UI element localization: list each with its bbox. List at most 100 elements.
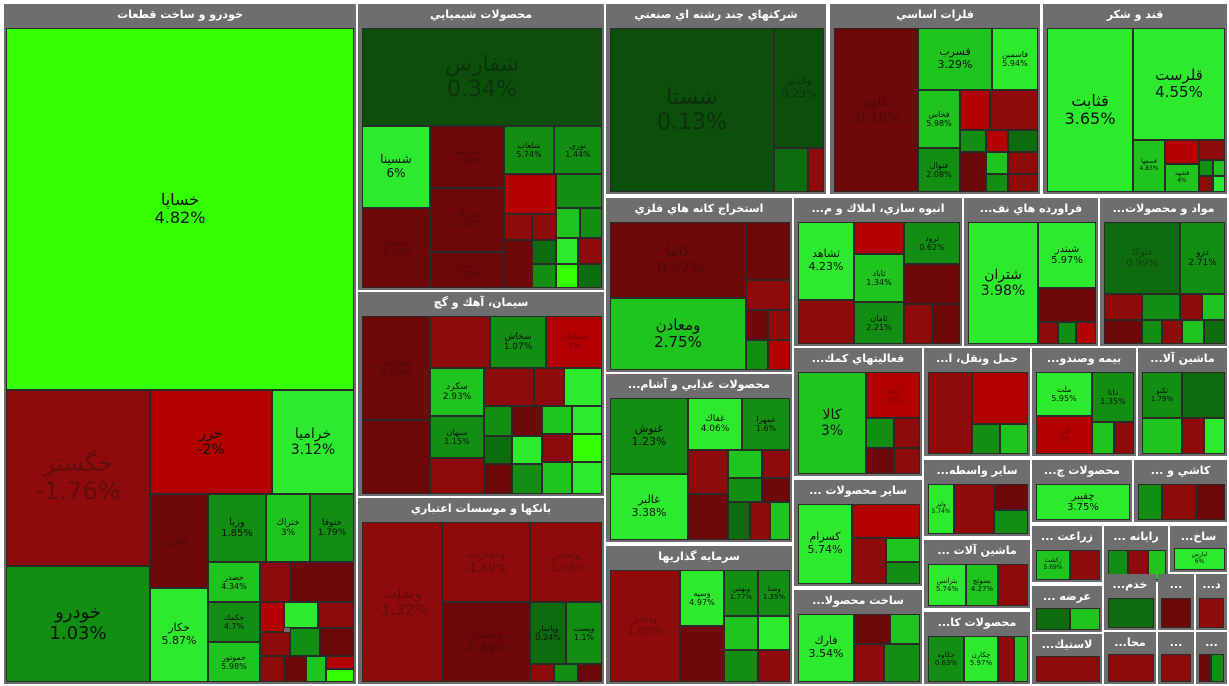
tile-small[interactable] xyxy=(1182,320,1204,344)
tile-small[interactable] xyxy=(728,450,762,478)
tile-sepahan[interactable]: سپاهان 3% xyxy=(546,316,602,368)
tile-small[interactable] xyxy=(928,372,972,454)
tile-small[interactable] xyxy=(852,504,920,538)
tile-small[interactable] xyxy=(362,420,430,494)
tile-small[interactable] xyxy=(998,564,1028,606)
tile-small[interactable] xyxy=(1070,550,1100,580)
tile-small[interactable] xyxy=(430,458,484,494)
tile-small[interactable] xyxy=(1161,598,1191,628)
tile-bswitch[interactable]: بسوئچ 4.27% xyxy=(966,564,998,606)
tile-small[interactable] xyxy=(770,502,790,540)
tile-fasmin[interactable]: فاسمين 5.94% xyxy=(992,28,1038,90)
tile-small[interactable] xyxy=(1108,598,1154,628)
tile-sfars[interactable]: سفارس 0.09% xyxy=(362,316,430,420)
tile-mellat[interactable]: ملت 5.95% xyxy=(1036,372,1092,416)
tile-small[interactable] xyxy=(1114,422,1134,454)
tile-ghaalbar[interactable]: غالبر 3.38% xyxy=(610,474,688,540)
tile-small[interactable] xyxy=(1213,160,1225,176)
tile-small[interactable] xyxy=(1008,174,1038,192)
tile-small[interactable] xyxy=(762,478,790,502)
tile-small[interactable] xyxy=(954,484,994,534)
tile-ghnoosh[interactable]: غنوش 1.23% xyxy=(610,398,688,474)
tile-small[interactable] xyxy=(1211,654,1224,682)
tile-small[interactable] xyxy=(556,264,578,288)
tile-khtrak[interactable]: ختراك 3% xyxy=(266,494,310,562)
tile-shasta[interactable]: شستا 0.13% xyxy=(610,28,774,192)
tile-small[interactable] xyxy=(1162,320,1182,344)
tile-ghlorest[interactable]: قلرست 4.55% xyxy=(1133,28,1225,140)
tile-kharamia[interactable]: خراميا 3.12% xyxy=(272,390,354,494)
tile-vpasar[interactable]: وپاسار 0.24% xyxy=(530,602,566,664)
tile-khsadr[interactable]: خصدر 4.34% xyxy=(208,562,260,602)
tile-small[interactable] xyxy=(866,448,894,474)
tile-small[interactable] xyxy=(1199,598,1224,628)
tile-sashahed[interactable]: ثشاهد 4.23% xyxy=(798,222,854,300)
tile-small[interactable] xyxy=(564,368,602,406)
tile-small[interactable] xyxy=(1148,550,1166,580)
tile-small[interactable] xyxy=(986,152,1008,174)
tile-khodro[interactable]: خودرو 1.03% xyxy=(6,566,150,682)
tile-small[interactable] xyxy=(986,174,1008,192)
tile-small[interactable] xyxy=(542,406,572,434)
tile-vpost[interactable]: وپست 1.1% xyxy=(566,602,602,664)
tile-small[interactable] xyxy=(854,222,904,254)
tile-small[interactable] xyxy=(532,264,556,288)
tile-small[interactable] xyxy=(1182,372,1225,418)
tile-small[interactable] xyxy=(1008,152,1038,174)
tile-small[interactable] xyxy=(904,264,960,304)
tile-kasram[interactable]: كسرام 5.74% xyxy=(798,504,852,584)
tile-small[interactable] xyxy=(512,464,542,494)
tile-kama[interactable]: كاما -0.47% xyxy=(610,222,746,298)
tile-ghmahra[interactable]: غمهرا 1.6% xyxy=(742,398,790,450)
tile-chaghaber[interactable]: چقيبر 3.75% xyxy=(1036,484,1130,520)
tile-small[interactable] xyxy=(1036,608,1070,630)
tile-vsana[interactable]: وصنا 1.35% xyxy=(758,570,790,616)
tile-noori[interactable]: نوري 1.44% xyxy=(554,126,602,174)
tile-small[interactable] xyxy=(580,208,602,238)
tile-khtoor[interactable]: ختور xyxy=(150,494,208,588)
tile-fnoval[interactable]: فنوال 2.08% xyxy=(918,148,960,192)
tile-small[interactable] xyxy=(758,650,790,682)
tile-small[interactable] xyxy=(986,130,1008,152)
tile-vbsader[interactable]: وبصادر -0.49% xyxy=(442,602,530,682)
tile-small[interactable] xyxy=(724,616,758,650)
tile-chkaran[interactable]: چكارن 5.97% xyxy=(964,636,998,682)
tile-small[interactable] xyxy=(750,502,770,540)
tile-ghasfha[interactable]: قصفها 4.83% xyxy=(1133,140,1165,192)
tile-small[interactable] xyxy=(890,614,920,644)
tile-small[interactable] xyxy=(1182,418,1204,454)
tile-small[interactable] xyxy=(260,656,284,682)
tile-small[interactable] xyxy=(932,304,960,344)
tile-small[interactable] xyxy=(290,628,320,656)
tile-shpadis[interactable]: شپديس -0.83% xyxy=(430,126,504,188)
tile-small[interactable] xyxy=(994,510,1028,534)
tile-dzo[interactable]: دزو 2.71% xyxy=(1180,222,1225,294)
tile-small[interactable] xyxy=(894,418,920,448)
tile-small[interactable] xyxy=(762,450,790,478)
tile-small[interactable] xyxy=(326,656,354,669)
tile-small[interactable] xyxy=(1070,608,1100,630)
tile-small[interactable] xyxy=(484,406,512,436)
tile-small[interactable] xyxy=(572,434,602,462)
tile-small[interactable] xyxy=(960,152,986,192)
tile-small[interactable] xyxy=(504,174,556,214)
tile-small[interactable] xyxy=(320,628,354,656)
tile-small[interactable] xyxy=(556,238,578,264)
tile-small[interactable] xyxy=(1104,320,1142,344)
tile-small[interactable] xyxy=(1161,654,1191,682)
tile-small[interactable] xyxy=(866,418,894,448)
tile-vbahman[interactable]: وبهمن 1.77% xyxy=(724,570,758,616)
tile-small[interactable] xyxy=(746,310,768,340)
tile-datoka[interactable]: دتوكا 0.99% xyxy=(1104,222,1180,294)
tile-khtooqa[interactable]: ختوقا 1.79% xyxy=(310,494,354,562)
tile-small[interactable] xyxy=(1196,484,1225,520)
tile-small[interactable] xyxy=(554,664,578,682)
tile-small[interactable] xyxy=(1199,654,1211,682)
tile-shbandar[interactable]: شبندر 5.97% xyxy=(1038,222,1096,288)
tile-small[interactable] xyxy=(260,562,290,602)
tile-shlaab[interactable]: شلعاب 5.74% xyxy=(504,126,554,174)
tile-dana[interactable]: دانا 1.35% xyxy=(1092,372,1134,422)
tile-small[interactable] xyxy=(774,148,808,192)
tile-small[interactable] xyxy=(688,494,728,540)
tile-small[interactable] xyxy=(284,602,318,628)
